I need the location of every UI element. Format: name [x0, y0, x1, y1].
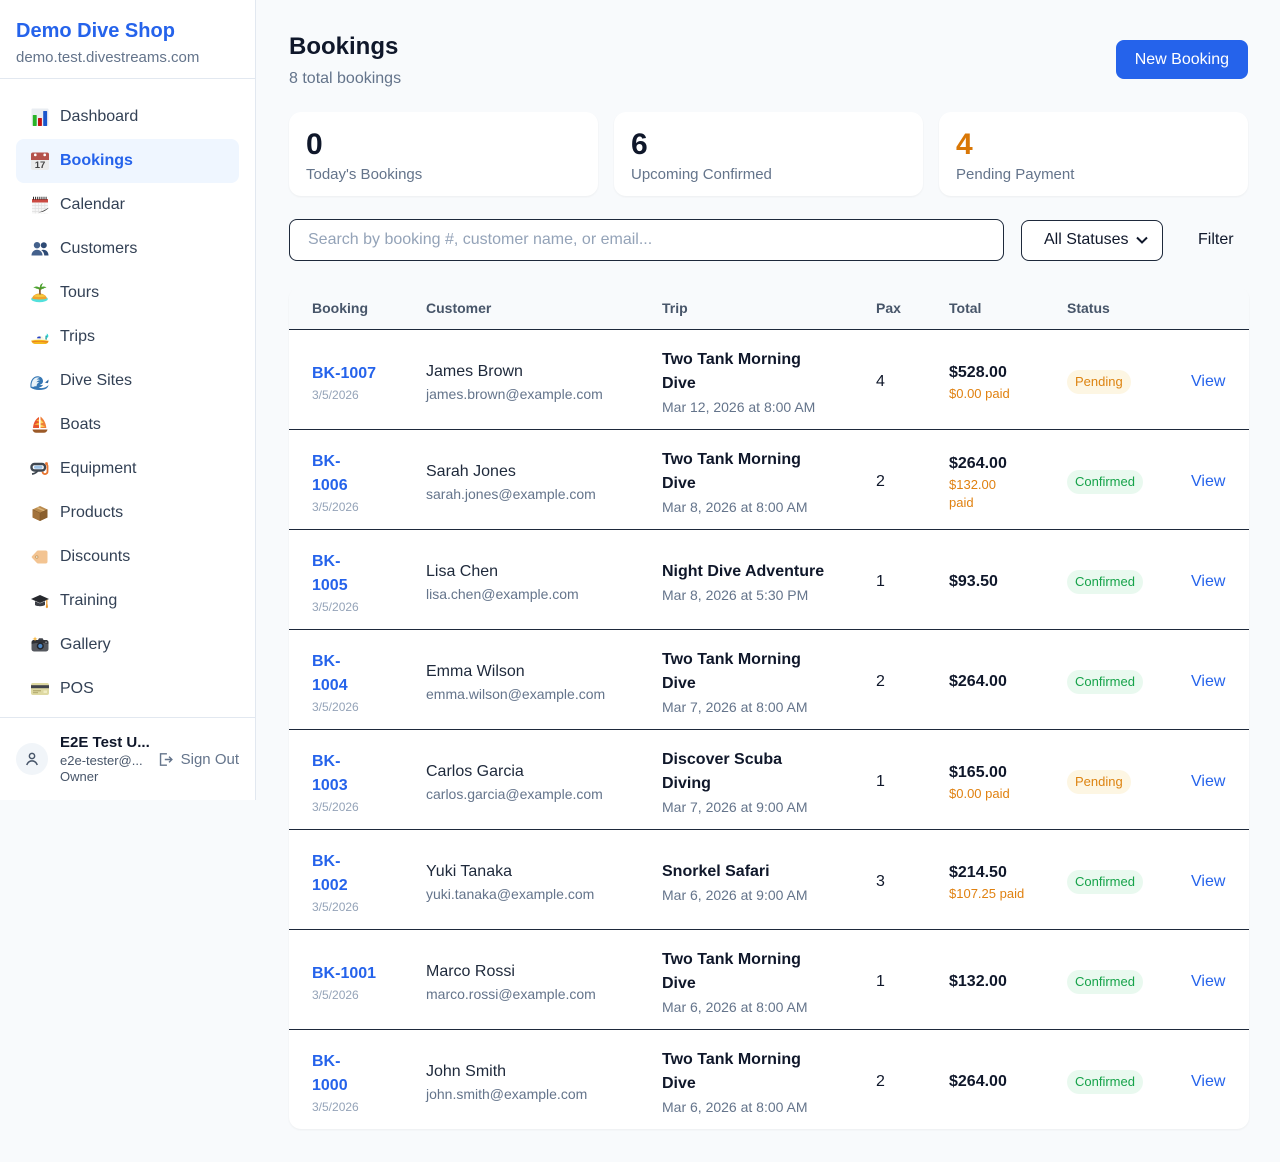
svg-text:17: 17 — [35, 160, 46, 171]
